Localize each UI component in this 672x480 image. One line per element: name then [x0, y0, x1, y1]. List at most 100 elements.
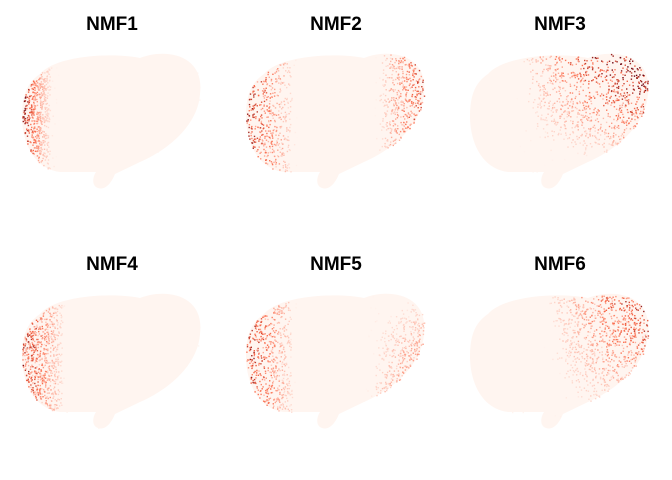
cell-point [546, 119, 548, 122]
cell-point [54, 346, 57, 348]
cell-point [49, 315, 52, 318]
cell-point [61, 404, 63, 406]
cell-point [413, 118, 416, 121]
cell-point [24, 100, 27, 102]
cell-point [552, 88, 554, 91]
cell-point [52, 307, 55, 309]
cell-point [412, 103, 414, 105]
cell-point [564, 158, 566, 161]
cell-point [32, 356, 35, 359]
cell-point [272, 168, 274, 170]
cell-point [389, 366, 391, 369]
cell-point [277, 70, 280, 72]
cell-point [289, 343, 291, 345]
cell-point [302, 402, 304, 405]
cell-point [384, 99, 386, 101]
cell-point [621, 98, 624, 100]
cell-point [417, 332, 420, 334]
cell-point [621, 315, 623, 317]
cell-point [32, 349, 34, 351]
cell-point [278, 385, 281, 387]
cell-point [24, 343, 27, 345]
cell-point [599, 304, 602, 306]
cell-point [43, 92, 45, 94]
cell-point [601, 351, 603, 353]
cell-point [43, 380, 45, 382]
cell-point [396, 67, 398, 70]
cell-point [48, 68, 50, 70]
cell-point [252, 90, 254, 93]
cell-point [275, 163, 277, 166]
cell-point [416, 353, 419, 356]
cell-point [266, 335, 268, 337]
cell-point [571, 299, 573, 302]
cell-point [337, 392, 340, 394]
cell-point [409, 350, 412, 352]
cell-point [38, 330, 40, 333]
cell-point [25, 340, 28, 342]
cell-point [402, 337, 405, 339]
cell-point [615, 295, 617, 298]
cell-point [286, 405, 288, 408]
cell-point [310, 400, 312, 402]
cell-point [254, 125, 257, 128]
cell-point [552, 120, 555, 123]
cell-point [601, 354, 603, 356]
cell-point [38, 114, 40, 116]
cell-point [322, 176, 324, 178]
cell-point [127, 403, 130, 405]
cell-point [604, 330, 606, 333]
cell-point [596, 60, 599, 62]
cell-point [561, 58, 563, 60]
cell-point [419, 93, 422, 95]
cell-point [589, 133, 592, 135]
cell-point [291, 411, 293, 413]
cell-point [149, 150, 151, 152]
cell-point [541, 75, 543, 77]
cell-point [33, 105, 36, 107]
panel-nmf5: NMF5 [224, 240, 448, 480]
cell-point [275, 389, 277, 392]
cell-point [36, 94, 38, 97]
cell-point [269, 380, 271, 382]
cell-point [259, 397, 261, 399]
cell-point [599, 351, 601, 354]
cell-point [624, 99, 627, 101]
cell-point [290, 123, 292, 126]
cell-point [624, 356, 627, 358]
cell-point [282, 165, 284, 167]
cell-point [272, 318, 275, 321]
cell-point [145, 78, 148, 81]
cell-point [78, 136, 80, 138]
cell-point [111, 345, 113, 347]
cell-point [281, 311, 283, 313]
cell-point [335, 162, 337, 164]
cell-point [541, 340, 543, 342]
cell-point [38, 93, 40, 95]
cell-point [337, 64, 339, 66]
cell-point [414, 348, 416, 351]
cell-point [174, 367, 176, 369]
cell-point [415, 105, 417, 107]
cell-point [27, 119, 29, 121]
cell-point [42, 157, 44, 160]
cell-point [31, 354, 33, 356]
cell-point [51, 80, 54, 82]
cell-point [268, 324, 271, 326]
cell-point [572, 101, 574, 103]
cell-point [508, 81, 510, 84]
cell-point [57, 398, 59, 400]
cell-point [279, 127, 282, 129]
cell-point [600, 321, 602, 323]
cell-point [45, 125, 48, 128]
cell-point [378, 347, 380, 349]
cell-point [532, 69, 534, 71]
cell-point [598, 73, 601, 76]
cell-point [263, 367, 266, 369]
cell-point [587, 390, 590, 392]
cell-point [39, 379, 42, 381]
cell-point [606, 346, 608, 348]
cell-point [256, 340, 259, 342]
cell-point [177, 339, 179, 341]
cell-point [385, 115, 387, 118]
